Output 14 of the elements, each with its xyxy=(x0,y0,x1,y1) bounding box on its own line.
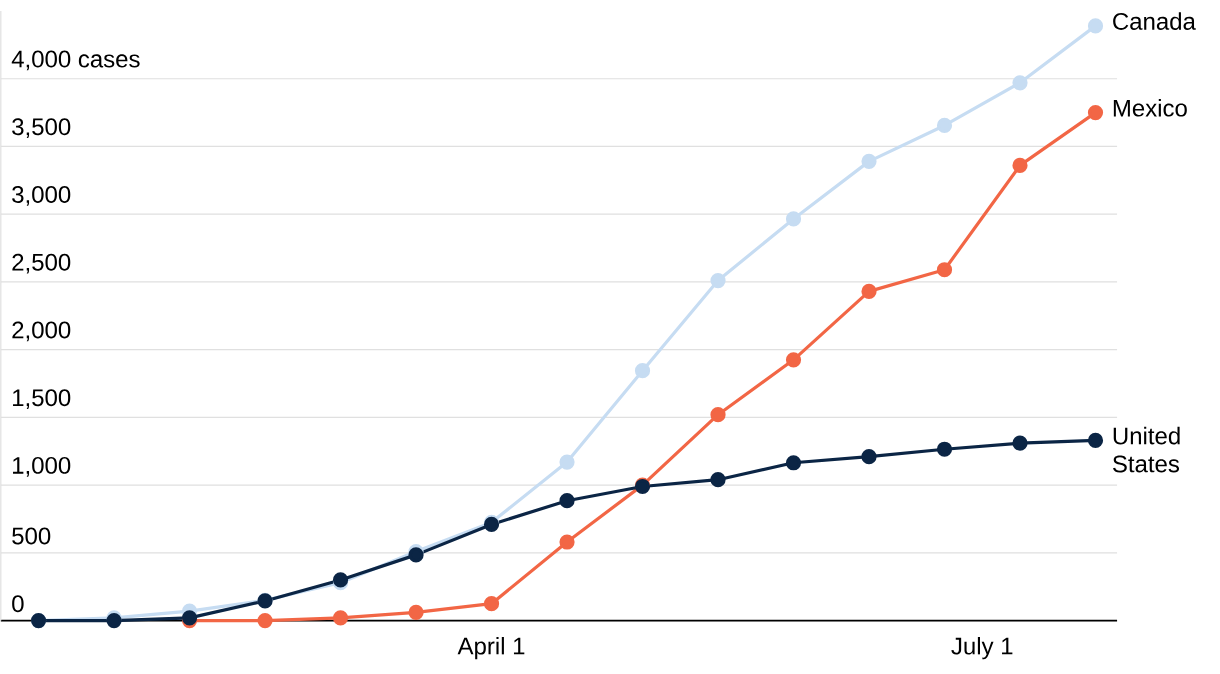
y-tick-label: 2,000 xyxy=(12,321,71,342)
y-tick-label: 3,000 xyxy=(12,186,71,207)
y-tick-label: 4,000 cases xyxy=(11,50,140,71)
x-tick-label: April 1 xyxy=(457,637,525,660)
y-tick-label: 1,500 xyxy=(13,389,71,410)
y-tick-label: 1,000 xyxy=(13,457,71,477)
series-label: United States xyxy=(1112,427,1180,473)
y-tick-label: 3,500 xyxy=(12,118,71,139)
series-label: Canada xyxy=(1113,12,1196,31)
x-tick-label: July 1 xyxy=(951,637,1013,660)
series-label: Mexico xyxy=(1113,99,1187,117)
y-tick-label: 500 xyxy=(12,527,51,545)
y-tick-label: 0 xyxy=(12,595,24,613)
y-tick-label: 2,500 xyxy=(12,253,71,274)
